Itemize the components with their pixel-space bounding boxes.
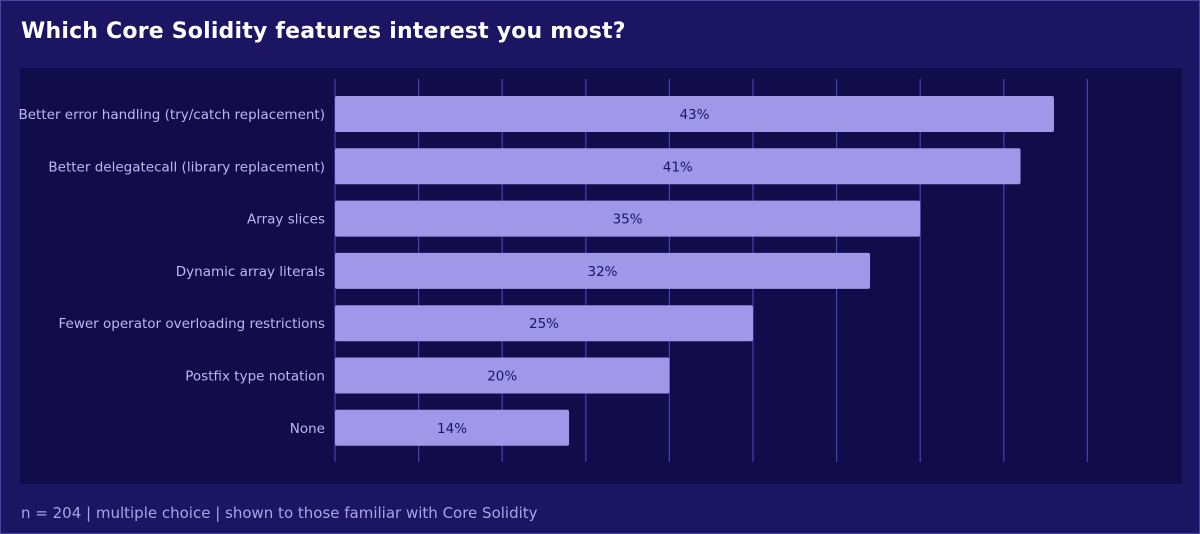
value-label: 41% <box>663 159 693 175</box>
category-label: Better delegatecall (library replacement… <box>48 159 325 175</box>
bar <box>335 96 1054 132</box>
category-label: Dynamic array literals <box>176 264 325 280</box>
category-label: Array slices <box>247 212 325 228</box>
value-label: 43% <box>679 107 709 123</box>
value-label: 14% <box>437 421 467 437</box>
value-label: 20% <box>487 369 517 385</box>
category-label: None <box>290 421 325 437</box>
category-label: Fewer operator overloading restrictions <box>59 316 326 332</box>
bar <box>335 305 753 342</box>
category-label: Better error handling (try/catch replace… <box>18 107 325 123</box>
chart-footnote: n = 204 | multiple choice | shown to tho… <box>21 504 538 522</box>
category-label: Postfix type notation <box>185 369 325 385</box>
bar <box>335 148 1021 185</box>
value-label: 25% <box>529 316 559 332</box>
bar <box>335 357 670 394</box>
bar <box>335 252 871 289</box>
value-label: 35% <box>613 212 643 228</box>
chart-title: Which Core Solidity features interest yo… <box>21 19 626 44</box>
value-label: 32% <box>588 264 618 280</box>
bar <box>335 409 570 446</box>
bar <box>335 200 921 237</box>
